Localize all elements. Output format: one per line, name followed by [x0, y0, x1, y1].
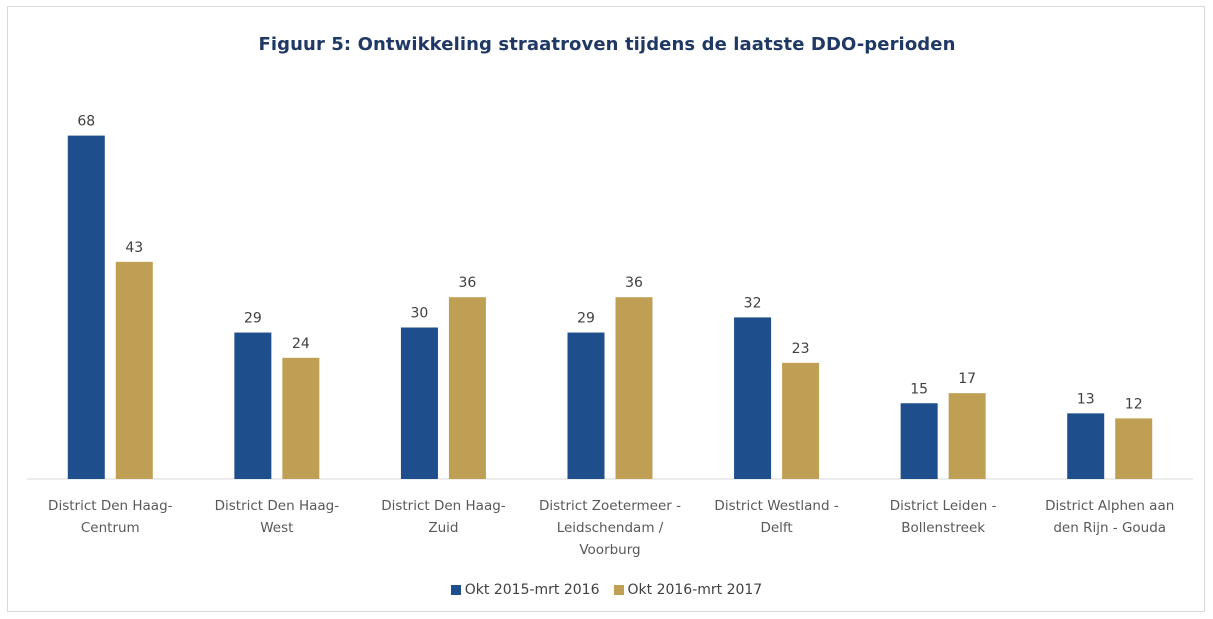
data-label-series-2-cat-6: 17: [958, 371, 976, 387]
bar-series-1-cat-7: [1067, 413, 1105, 479]
legend-item-series-2: Okt 2016-mrt 2017: [613, 582, 763, 598]
bar-series-1-cat-5: [734, 317, 772, 479]
data-label-series-1-cat-3: 30: [411, 306, 429, 322]
legend: Okt 2015-mrt 2016 Okt 2016-mrt 2017: [0, 582, 1213, 598]
category-label-7: District Alphen aan den Rijn - Gouda: [1045, 498, 1174, 536]
category-label-4: District Zoetermeer -Leidschendam / Voorb…: [539, 498, 681, 558]
data-label-series-2-cat-7: 12: [1125, 396, 1143, 412]
data-label-series-1-cat-5: 32: [744, 295, 762, 311]
bar-series-1-cat-3: [400, 327, 438, 479]
bar-series-1-cat-4: [567, 332, 605, 479]
bar-series-1-cat-6: [900, 403, 938, 479]
bar-series-2-cat-3: [448, 297, 486, 479]
legend-swatch-series-2: [613, 585, 624, 595]
data-label-series-1-cat-2: 29: [244, 311, 262, 327]
bar-series-2-cat-1: [115, 261, 153, 479]
legend-label-series-2: Okt 2016-mrt 2017: [627, 582, 763, 598]
data-label-series-1-cat-7: 13: [1077, 391, 1095, 407]
legend-label-series-1: Okt 2015-mrt 2016: [464, 582, 600, 598]
bar-series-2-cat-4: [615, 297, 653, 479]
chart-title: Figuur 5: Ontwikkeling straatroven tijde…: [258, 34, 956, 55]
data-label-series-1-cat-6: 15: [910, 381, 928, 397]
category-label-2: District Den Haag-West: [215, 498, 340, 536]
data-label-series-2-cat-4: 36: [625, 275, 643, 291]
bar-series-1-cat-1: [67, 135, 105, 479]
legend-item-series-1: Okt 2015-mrt 2016: [450, 582, 600, 598]
data-label-series-1-cat-1: 68: [77, 114, 95, 130]
category-label-5: District Westland -Delft: [714, 498, 838, 536]
data-label-series-2-cat-5: 23: [792, 341, 810, 357]
bar-series-2-cat-5: [782, 362, 820, 479]
chart-frame: Figuur 5: Ontwikkeling straatroven tijde…: [7, 6, 1205, 612]
legend-swatch-series-1: [450, 585, 461, 595]
data-label-series-2-cat-1: 43: [125, 240, 143, 256]
data-label-series-1-cat-4: 29: [577, 311, 595, 327]
category-label-1: District Den Haag-Centrum: [48, 498, 173, 536]
bar-series-2-cat-2: [282, 357, 320, 479]
bar-series-1-cat-2: [234, 332, 272, 479]
category-label-6: District Leiden -Bollenstreek: [890, 498, 997, 536]
category-label-3: District Den Haag-Zuid: [381, 498, 506, 536]
data-label-series-2-cat-2: 24: [292, 336, 310, 352]
bar-series-2-cat-6: [948, 393, 986, 479]
bar-series-2-cat-7: [1115, 418, 1153, 479]
data-label-series-2-cat-3: 36: [459, 275, 477, 291]
